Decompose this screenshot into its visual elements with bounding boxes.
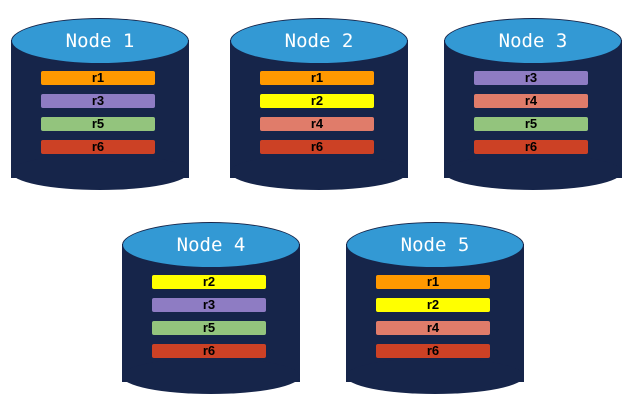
node-label: Node 4 xyxy=(176,234,246,256)
cylinder-bottom xyxy=(230,154,408,190)
replica-r3: r3 xyxy=(474,71,588,85)
replica-r1: r1 xyxy=(41,71,155,85)
cylinder-top xyxy=(122,222,300,268)
replica-r5: r5 xyxy=(152,321,266,335)
replica-r2: r2 xyxy=(376,298,490,312)
cylinder-top xyxy=(444,18,622,64)
replica-r6: r6 xyxy=(41,140,155,154)
cylinder-top xyxy=(11,18,189,64)
node-cylinder-4: Node 4 r2 r3 r5 r6 xyxy=(122,222,300,396)
node-cylinder-1: Node 1 r1 r3 r5 r6 xyxy=(11,18,189,192)
node-label: Node 1 xyxy=(65,30,135,52)
node-cylinder-5: Node 5 r1 r2 r4 r6 xyxy=(346,222,524,396)
replica-r1: r1 xyxy=(260,71,374,85)
node-label: Node 5 xyxy=(400,234,470,256)
replica-r2: r2 xyxy=(152,275,266,289)
cylinder-top xyxy=(346,222,524,268)
cylinder-bottom xyxy=(444,154,622,190)
replica-r6: r6 xyxy=(260,140,374,154)
cylinder-bottom xyxy=(346,358,524,394)
replica-r4: r4 xyxy=(376,321,490,335)
node-label: Node 2 xyxy=(284,30,354,52)
cylinder-top xyxy=(230,18,408,64)
replica-r5: r5 xyxy=(474,117,588,131)
node-cylinder-2: Node 2 r1 r2 r4 r6 xyxy=(230,18,408,192)
replica-r5: r5 xyxy=(41,117,155,131)
replica-r3: r3 xyxy=(152,298,266,312)
replica-r3: r3 xyxy=(41,94,155,108)
cylinder-bottom xyxy=(11,154,189,190)
replica-r2: r2 xyxy=(260,94,374,108)
node-label: Node 3 xyxy=(498,30,568,52)
replica-r6: r6 xyxy=(474,140,588,154)
replica-r1: r1 xyxy=(376,275,490,289)
replica-r4: r4 xyxy=(474,94,588,108)
node-cylinder-3: Node 3 r3 r4 r5 r6 xyxy=(444,18,622,192)
cylinder-bottom xyxy=(122,358,300,394)
replica-r4: r4 xyxy=(260,117,374,131)
replica-r6: r6 xyxy=(376,344,490,358)
replica-r6: r6 xyxy=(152,344,266,358)
